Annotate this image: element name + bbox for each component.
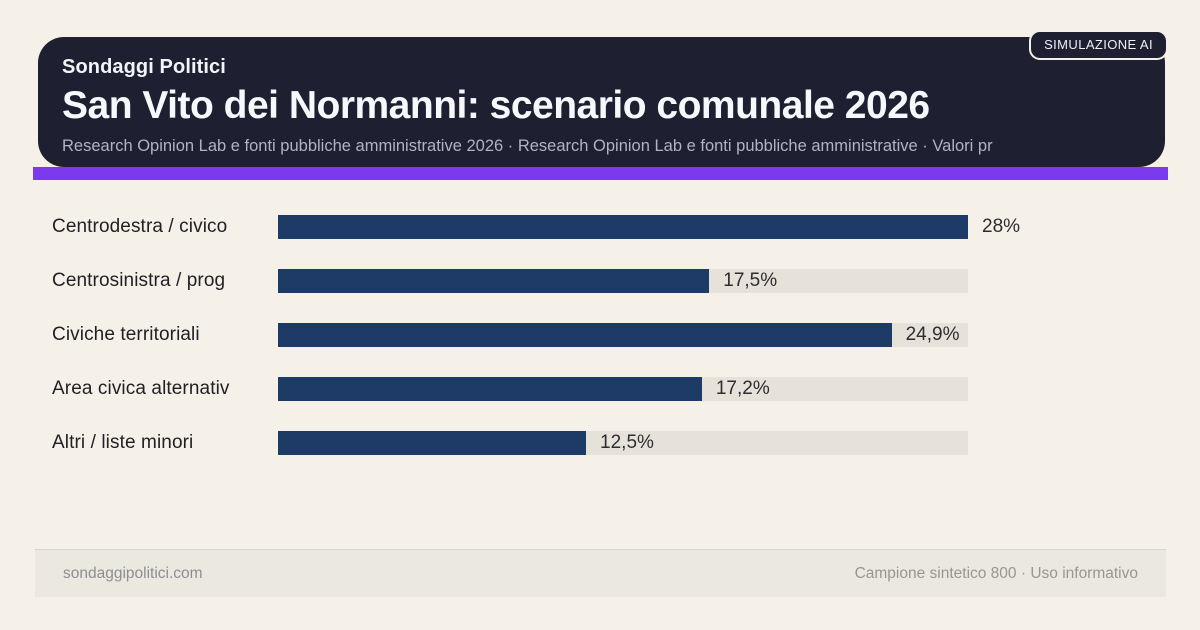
footer-sample-note: Campione sintetico 800 · Uso informativo [854, 564, 1138, 582]
category-label: Centrosinistra / prog [52, 270, 226, 291]
bar-track: 17,2% [278, 377, 968, 401]
source-subtitle: Research Opinion Lab e fonti pubbliche a… [62, 137, 993, 155]
category-label: Altri / liste minori [52, 432, 194, 453]
chart-row: Centrodestra / civico 28% [52, 215, 1152, 239]
bar-track: 24,9% [278, 323, 968, 347]
bar-fill [278, 431, 587, 455]
bar-track: 17,5% [278, 269, 968, 293]
bar-fill [278, 377, 702, 401]
value-label: 12,5% [600, 432, 654, 453]
value-label: 17,2% [715, 378, 770, 399]
bar-fill [278, 269, 710, 293]
accent-divider [33, 167, 1168, 180]
chart-row: Altri / liste minori 12,5% [52, 431, 1152, 455]
bar-fill [278, 323, 892, 347]
category-label: Area civica alternativ [52, 378, 230, 399]
chart-row: Civiche territoriali 24,9% [52, 323, 1152, 347]
footer-site-url: sondaggipolitici.com [63, 564, 203, 582]
header-card: Sondaggi Politici San Vito dei Normanni:… [38, 37, 1165, 167]
bar-track: 12,5% [278, 431, 968, 455]
bar-fill [278, 215, 968, 239]
bar-track: 28% [278, 215, 1020, 239]
value-label: 28% [982, 216, 1021, 237]
chart-row: Centrosinistra / prog 17,5% [52, 269, 1152, 293]
category-label: Centrodestra / civico [52, 216, 228, 237]
brand-kicker: Sondaggi Politici [62, 56, 226, 78]
footer-bar: sondaggipolitici.com Campione sintetico … [35, 549, 1166, 597]
bar-chart: Centrodestra / civico 28% Centrosinistra /… [52, 215, 1152, 485]
page-title: San Vito dei Normanni: scenario comunale… [62, 84, 930, 127]
value-label: 17,5% [723, 270, 778, 291]
value-label: 24,9% [905, 324, 960, 345]
category-label: Civiche territoriali [52, 324, 200, 345]
chart-row: Area civica alternativ 17,2% [52, 377, 1152, 401]
ai-simulation-badge: SIMULAZIONE AI [1029, 30, 1168, 60]
